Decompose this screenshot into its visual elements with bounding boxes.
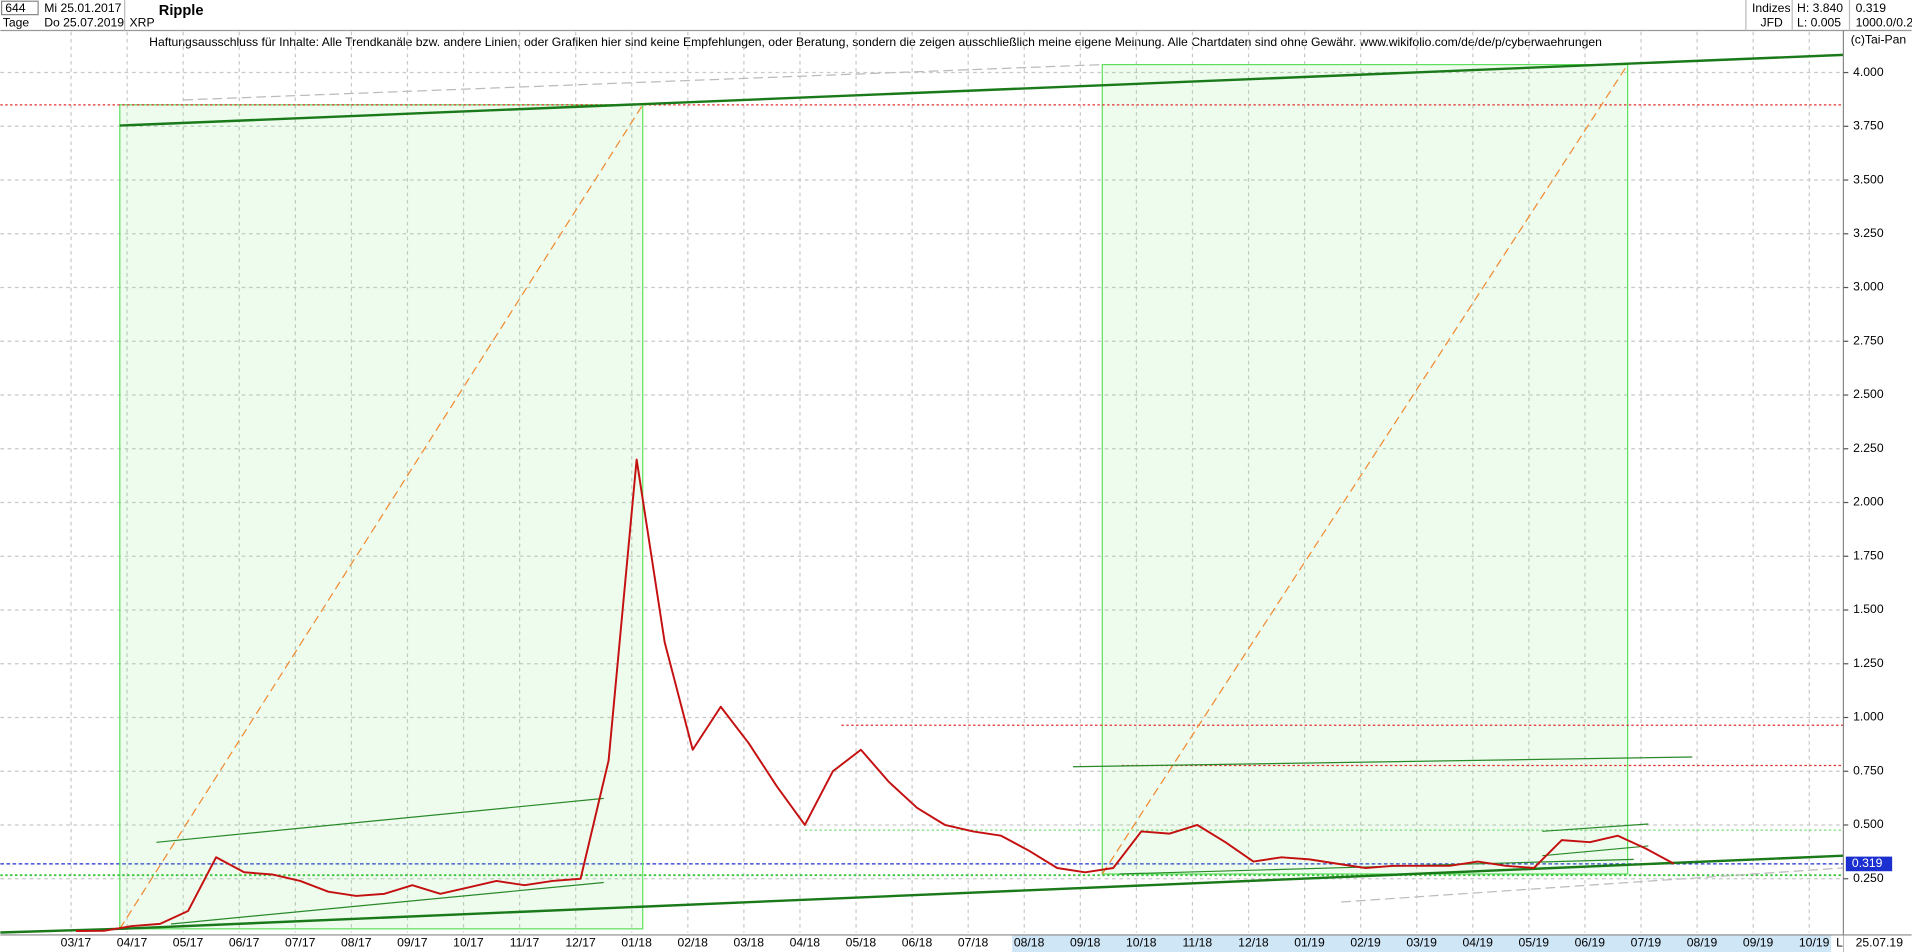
x-tick-label: 11/17 [510,936,540,950]
y-tick-label: 3.500 [1853,172,1884,186]
channel-top [119,53,1844,127]
x-tick-label: 01/18 [621,936,652,950]
y-tick-label: 4.000 [1853,65,1884,79]
x-tick-label: 06/18 [902,936,933,950]
y-tick-label: 2.750 [1853,333,1884,347]
y-tick-label: 1.500 [1853,602,1884,616]
y-tick-label: 3.000 [1853,280,1884,294]
x-tick-label: 08/18 [1014,936,1045,950]
y-tick-label: 2.000 [1853,495,1884,509]
x-tick-label: 04/19 [1462,936,1493,950]
x-tick-label: 10/18 [1126,936,1157,950]
trend-line [156,797,604,843]
grid [0,31,1844,933]
channel-bottom [0,927,120,934]
y-tick-label: 2.250 [1853,441,1884,455]
y-tick-label: 3.750 [1853,119,1884,133]
x-tick-label: 12/17 [565,936,596,950]
start-date[interactable]: Mi 25.01.2017 [44,1,121,15]
disclaimer: Haftungsausschluss für Inhalte: Alle Tre… [149,35,1602,49]
x-tick-label: 04/18 [790,936,821,950]
x-tick-label: 04/17 [117,936,148,950]
x-tick-label: 07/17 [285,936,316,950]
axis-panel [1843,48,1912,935]
channel-bottom [119,854,1844,931]
y-tick-label: 0.250 [1853,871,1884,885]
last-price-box [1845,856,1893,872]
end-date[interactable]: Do 25.07.2019 [44,15,124,29]
x-tick-label: 11/18 [1183,936,1213,950]
x-tick-label: 02/19 [1350,936,1381,950]
x-tick-label: 09/17 [397,936,428,950]
box [1101,63,1629,875]
period[interactable]: Tage [3,15,30,29]
source: JFD [1761,15,1784,29]
x-axis-highlight [1012,934,1832,952]
header: 644 Mi 25.01.2017 Tage Do 25.07.2019 Rip… [0,0,1912,32]
bars-box[interactable] [0,0,39,16]
x-tick-label: 06/17 [229,936,260,950]
x-tick-label: 03/19 [1406,936,1437,950]
trend-line [183,63,1103,101]
diagonal [119,104,644,930]
y-tick-label: 1.250 [1853,656,1884,670]
x-tick-label: 05/19 [1519,936,1550,950]
low: L: 0.005 [1797,15,1841,29]
x-tick-label: 03/18 [734,936,765,950]
last-price-label: 0.319 [1852,856,1883,870]
y-tick-label: 1.750 [1853,548,1884,562]
x-tick-label: 07/18 [958,936,989,950]
trend-line [170,881,604,925]
bars-count[interactable]: 644 [5,1,26,15]
x-tick-label: 09/18 [1070,936,1101,950]
symbol: XRP [130,15,155,29]
x-tick-label: 01/19 [1294,936,1325,950]
footer-mode[interactable]: L [1836,936,1843,950]
copyright: (c)Tai-Pan [1851,32,1906,46]
x-tick-label: 02/18 [677,936,708,950]
x-tick-label: 08/19 [1687,936,1718,950]
x-tick-label: 12/18 [1238,936,1269,950]
y-tick-label: 3.250 [1853,226,1884,240]
x-tick-label: 10/17 [453,936,484,950]
y-tick-label: 1.000 [1853,710,1884,724]
trend-line [1542,845,1649,857]
market: Indizes [1752,1,1791,15]
footer-date: 25.07.19 [1856,936,1904,950]
x-tick-label: 08/17 [341,936,372,950]
x-tick-label: 03/17 [61,936,92,950]
trend-line [1073,756,1693,768]
trend-line [1341,867,1844,903]
x-tick-label: 07/19 [1631,936,1662,950]
y-tick-label: 0.750 [1853,763,1884,777]
x-tick-label: 10/19 [1799,936,1830,950]
marks: 0.250 0.500 0.750 1.000 1.250 1.500 1.750 2.000… [61,65,1893,950]
y-tick-label: 0.500 [1853,817,1884,831]
last: 0.319 [1856,1,1887,15]
high: H: 3.840 [1797,1,1843,15]
x-tick-label: 05/18 [846,936,877,950]
y-tick-label: 2.500 [1853,387,1884,401]
x-tick-label: 06/19 [1575,936,1606,950]
annotations [0,53,1844,934]
x-tick-label: 05/17 [173,936,204,950]
scale: 1000.0/0.2 [1856,15,1912,29]
chart-title: Ripple [159,3,204,19]
price-line [75,458,1675,933]
trend-line [1542,823,1649,832]
x-tick-label: 09/19 [1743,936,1774,950]
